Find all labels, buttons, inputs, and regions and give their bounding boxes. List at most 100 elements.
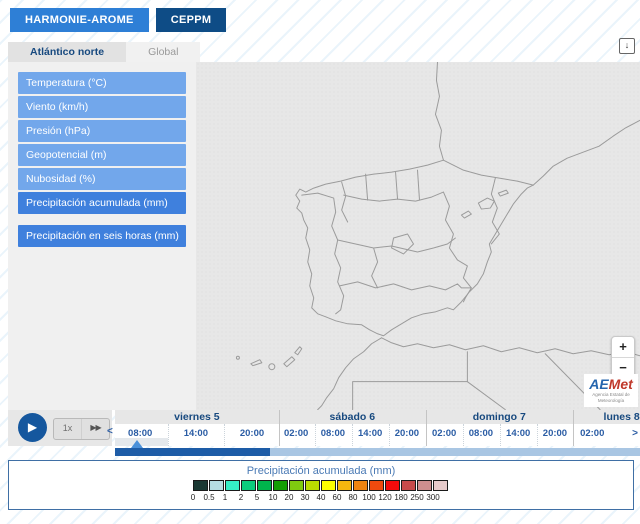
legend-color-cell (209, 480, 224, 491)
day-label: lunes 8 (603, 411, 640, 423)
fast-forward-button[interactable]: ▶▶ (81, 419, 109, 439)
legend-color-cell (385, 480, 400, 491)
tick-1400-0[interactable]: 14:00 (183, 428, 208, 439)
legend-color-cell (417, 480, 432, 491)
map-france-west-coast (434, 62, 444, 161)
legend-color-cell (353, 480, 368, 491)
map-island-fuerteventura (283, 356, 296, 368)
tick-0200-1[interactable]: 02:00 (283, 428, 309, 439)
legend-stop: 300 (426, 480, 449, 504)
playhead-marker[interactable] (131, 440, 144, 448)
legend-value-label: 100 (362, 493, 376, 502)
model-buttons: HARMONIE-AROME CEPPM (10, 8, 227, 32)
model-button-harmonie[interactable]: HARMONIE-AROME (10, 8, 149, 32)
map-region-border-north-strip (343, 191, 444, 202)
tab-atlantico-norte[interactable]: Atlántico norte (8, 42, 127, 62)
tab-bar: Atlántico norte Global (8, 42, 201, 62)
sidebar-item-nubosidad[interactable]: Nubosidad (%) (18, 168, 186, 190)
map-africa-border-2 (466, 381, 506, 410)
legend-value-label: 80 (348, 493, 358, 502)
timeline-prev-icon[interactable]: < (107, 426, 113, 437)
tick-0200-3[interactable]: 02:00 (580, 428, 605, 439)
legend-value-label: 120 (378, 493, 392, 502)
download-map-icon[interactable]: ↓ (619, 38, 635, 54)
legend-color-cell (305, 480, 320, 491)
tick-0800-0[interactable]: 08:00 (128, 428, 153, 439)
timeline: ▶ 1x ▶▶ < viernes 5 sábado 6 domingo 7 lune… (8, 410, 640, 458)
day-label: viernes 5 (174, 411, 220, 423)
legend-stop: 80 (349, 480, 369, 504)
map-island-la-palma (235, 355, 240, 360)
legend-color-bar: 0 0.5 1 2 5 10 20 30 40 60 80 100 120 180 250 300 (9, 480, 633, 504)
legend-stop: 120 (378, 480, 401, 504)
legend-stop: 180 (394, 480, 417, 504)
day-label: sábado 6 (329, 411, 376, 423)
legend-color-cell (289, 480, 304, 491)
zoom-out-button[interactable]: − (619, 360, 627, 375)
map-island-gran-canaria (268, 363, 276, 371)
map-region-divider-3 (417, 169, 420, 201)
tab-global[interactable]: Global (126, 42, 201, 62)
zoom-in-button[interactable]: + (619, 339, 627, 354)
timeline-track[interactable]: viernes 5 sábado 6 domingo 7 lunes 8 08:00 1… (115, 410, 640, 446)
sidebar-item-precipitacion-seis-horas[interactable]: Precipitación en seis horas (mm) (18, 225, 186, 247)
sidebar-item-temperatura[interactable]: Temperatura (°C) (18, 72, 186, 94)
legend-value-label: 1 (222, 493, 228, 502)
tick-separator (499, 424, 501, 446)
legend-value-label: 60 (332, 493, 342, 502)
map-island-mallorca (477, 197, 495, 210)
speed-control-group: 1x ▶▶ (53, 418, 110, 440)
play-button[interactable]: ▶ (18, 413, 47, 442)
tick-2000-1[interactable]: 20:00 (394, 428, 420, 439)
tick-separator (168, 424, 170, 446)
map-africa-border-1 (352, 351, 468, 410)
tick-0200-2[interactable]: 02:00 (432, 428, 457, 439)
aemet-logo-text: AEMet (589, 376, 633, 392)
legend-color-cell (433, 480, 448, 491)
legend-color-cell (321, 480, 336, 491)
model-button-ceppm[interactable]: CEPPM (155, 8, 227, 32)
legend-stop: 2 (239, 480, 257, 504)
legend-stop: 1 (222, 480, 241, 504)
map-svg (235, 62, 640, 410)
legend-value-label: 250 (410, 493, 424, 502)
legend-value-label: 0.5 (203, 493, 215, 502)
tick-1400-2[interactable]: 14:00 (506, 428, 531, 439)
legend-color-cell (337, 480, 352, 491)
tick-separator (351, 424, 353, 446)
legend-title: Precipitación acumulada (mm) (246, 465, 396, 477)
legend-stop: 30 (301, 480, 321, 504)
map-region-divider-2 (395, 171, 399, 200)
legend-color-cell (273, 480, 288, 491)
map-pyrenees-border (442, 159, 534, 186)
player-controls: ▶ 1x ▶▶ < (8, 410, 113, 446)
sidebar-item-presion[interactable]: Presión (hPa) (18, 120, 186, 142)
legend-value-label: 180 (394, 493, 408, 502)
legend-value-label: 300 (426, 493, 440, 502)
sidebar-item-precipitacion-acumulada[interactable]: Precipitación acumulada (mm) (18, 192, 186, 214)
map-region-divider-1 (365, 173, 369, 201)
timeline-progress-loaded (115, 448, 270, 456)
sidebar-item-viento[interactable]: Viento (km/h) (18, 96, 186, 118)
sidebar-item-geopotencial[interactable]: Geopotencial (m) (18, 144, 186, 166)
tick-0800-1[interactable]: 08:00 (320, 428, 346, 439)
tick-1400-1[interactable]: 14:00 (357, 428, 383, 439)
tick-2000-0[interactable]: 20:00 (239, 428, 265, 439)
speed-button[interactable]: 1x (62, 423, 73, 433)
legend-value-label: 10 (268, 493, 278, 502)
tick-0800-2[interactable]: 08:00 (468, 428, 494, 439)
timeline-progress-bar[interactable] (115, 440, 640, 456)
map-area[interactable]: + − AEMet Agencia Estatal de Meteorologí… (196, 62, 640, 410)
legend-color-cell (401, 480, 416, 491)
legend-color-cell (369, 480, 384, 491)
map-island-tenerife (250, 359, 263, 367)
sidebar-variable-list: Temperatura (°C) Viento (km/h) Presión (hP… (18, 72, 186, 249)
tick-separator (314, 424, 316, 446)
map-africa-med-coast (381, 337, 640, 357)
legend-stop: 60 (333, 480, 353, 504)
day-boundary (278, 410, 280, 446)
tick-2000-2[interactable]: 20:00 (542, 428, 568, 439)
legend-color-cell (193, 480, 208, 491)
map-iberia-coastline (295, 159, 534, 337)
timeline-next-icon[interactable]: > (632, 428, 638, 439)
